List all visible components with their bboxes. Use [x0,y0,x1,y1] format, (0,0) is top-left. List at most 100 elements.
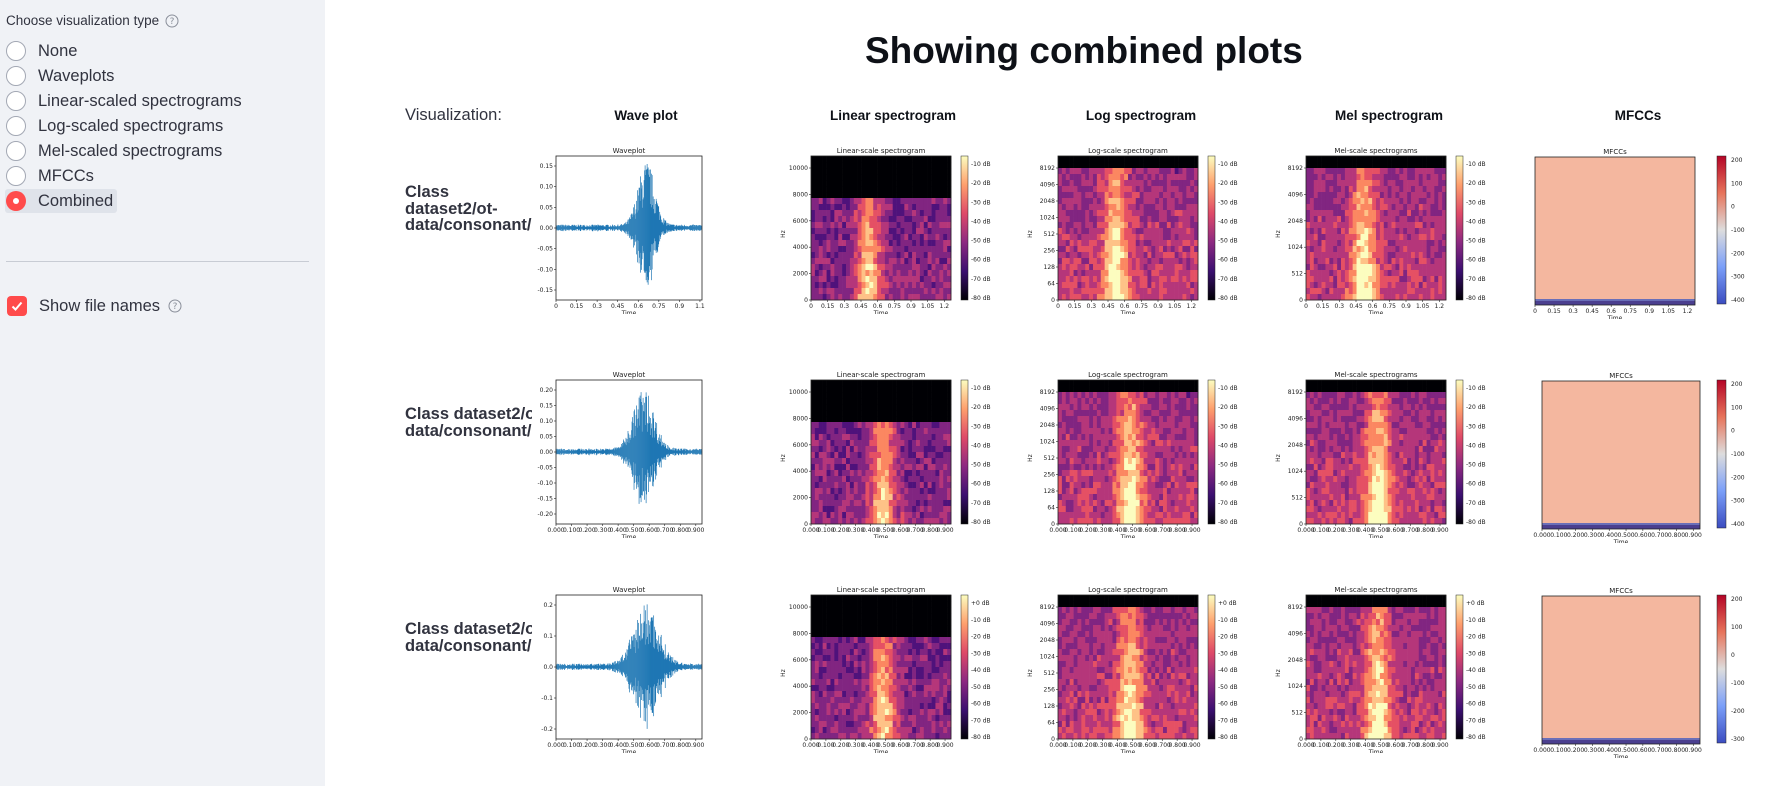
spectrogram-cell [1178,380,1183,387]
help-icon[interactable]: ? [165,14,179,28]
spectrogram-cell [927,458,932,465]
radio-selected-icon[interactable] [6,191,26,211]
spectrogram-cell [1360,270,1365,277]
spectrogram-cell [1155,264,1160,271]
spectrogram-cell [1073,294,1078,301]
spectrogram-cell [1337,294,1342,301]
column-header-wave-plot: Wave plot [614,108,678,123]
show-file-names-toggle[interactable]: Show file names ? [7,296,182,316]
spectrogram-cell [1128,186,1133,193]
spectrogram-cell [1194,204,1199,211]
spectrogram-cell [931,494,936,501]
spectrogram-cell [849,246,855,253]
x-tick-label: 0.15 [1316,303,1330,310]
spectrogram-cell [1317,252,1322,259]
checkbox-checked-icon[interactable] [7,296,27,316]
spectrogram-cell [853,174,858,181]
spectrogram-cell [861,416,866,423]
spectrogram-cell [1337,210,1342,217]
spectrogram-cell [935,434,940,441]
spectrogram-cell [1348,234,1353,241]
spectrogram-cell [1065,276,1070,283]
spectrogram-cell [1120,210,1125,217]
radio-option-mel-scaled-spectrograms[interactable]: Mel-scaled spectrograms [5,139,226,163]
spectrogram-cell [1058,452,1063,459]
radio-unselected-icon[interactable] [6,116,26,136]
spectrogram-cell [888,276,893,283]
spectrogram-cell [884,210,890,217]
spectrogram-cell [1178,416,1183,423]
spectrogram-cell [1178,156,1183,163]
spectrogram-cell [1341,234,1346,241]
spectrogram-cell [1166,192,1172,199]
spectrogram-cell [927,156,932,163]
radio-option-none[interactable]: None [5,39,81,63]
radio-option-waveplots[interactable]: Waveplots [5,64,118,88]
spectrogram-cell [1442,156,1447,163]
radio-unselected-icon[interactable] [6,166,26,186]
spectrogram-cell [1120,156,1125,163]
spectrogram-cell [869,428,874,435]
spectrogram-cell [1163,258,1168,265]
spectrogram-cell [1414,174,1420,181]
spectrogram-cell [896,210,901,217]
spectrogram-cell [1333,180,1338,187]
spectrogram-cell [900,434,905,441]
spectrogram-cell [1104,234,1109,241]
radio-option-log-scaled-spectrograms[interactable]: Log-scaled spectrograms [5,114,227,138]
radio-unselected-icon[interactable] [6,66,26,86]
spectrogram-cell [1077,282,1082,289]
spectrogram-cell [1422,156,1427,163]
spectrogram-cell [1434,198,1439,205]
radio-option-combined[interactable]: Combined [5,189,118,213]
spectrogram-cell [919,416,925,423]
spectrogram-cell [1131,440,1137,447]
linear-spectrogram-chart-svg: Linear-scale spectrogram1000080006000400… [780,147,991,314]
radio-unselected-icon[interactable] [6,91,26,111]
spectrogram-cell [834,270,839,277]
spectrogram-cell [1329,162,1334,169]
spectrogram-cell [826,446,831,453]
spectrogram-cell [842,258,847,265]
spectrogram-cell [908,258,913,265]
spectrogram-cell [908,440,913,447]
spectrogram-cell [1344,156,1350,163]
help-icon[interactable]: ? [168,299,182,313]
spectrogram-cell [1194,180,1199,187]
spectrogram-cell [888,162,893,169]
spectrogram-cell [888,294,893,301]
radio-unselected-icon[interactable] [6,141,26,161]
radio-option-linear-scaled-spectrograms[interactable]: Linear-scaled spectrograms [5,89,246,113]
spectrogram-cell [1085,386,1090,393]
spectrogram-cell [1069,234,1074,241]
spectrogram-cell [904,180,909,187]
radio-option-mfccs[interactable]: MFCCs [5,164,98,188]
spectrogram-cell [1166,380,1172,387]
spectrogram-cell [888,240,893,247]
spectrogram-cell [884,470,890,477]
spectrogram-cell [1108,246,1113,253]
spectrogram-cell [1399,210,1404,217]
spectrogram-cell [931,162,936,169]
spectrogram-cell [1143,452,1148,459]
plot-title: Log-scale spectrogram [1088,371,1168,379]
spectrogram-cell [916,204,921,211]
spectrogram-cell [1182,174,1187,181]
spectrogram-cell [931,446,936,453]
spectrogram-cell [947,282,952,289]
spectrogram-cell [1186,288,1191,295]
spectrogram-cell [1170,168,1175,175]
spectrogram-cell [873,398,878,405]
spectrogram-cell [943,494,948,501]
spectrogram-cell [896,288,901,295]
spectrogram-cell [892,506,897,513]
spectrogram-cell [919,476,925,483]
spectrogram-cell [1337,258,1342,265]
spectrogram-cell [1163,204,1168,211]
spectrogram-cell [931,198,936,205]
spectrogram-cell [1337,198,1342,205]
spectrogram-cell [892,410,897,417]
spectrogram-cell [881,192,886,199]
spectrogram-cell [1348,228,1353,235]
radio-unselected-icon[interactable] [6,41,26,61]
